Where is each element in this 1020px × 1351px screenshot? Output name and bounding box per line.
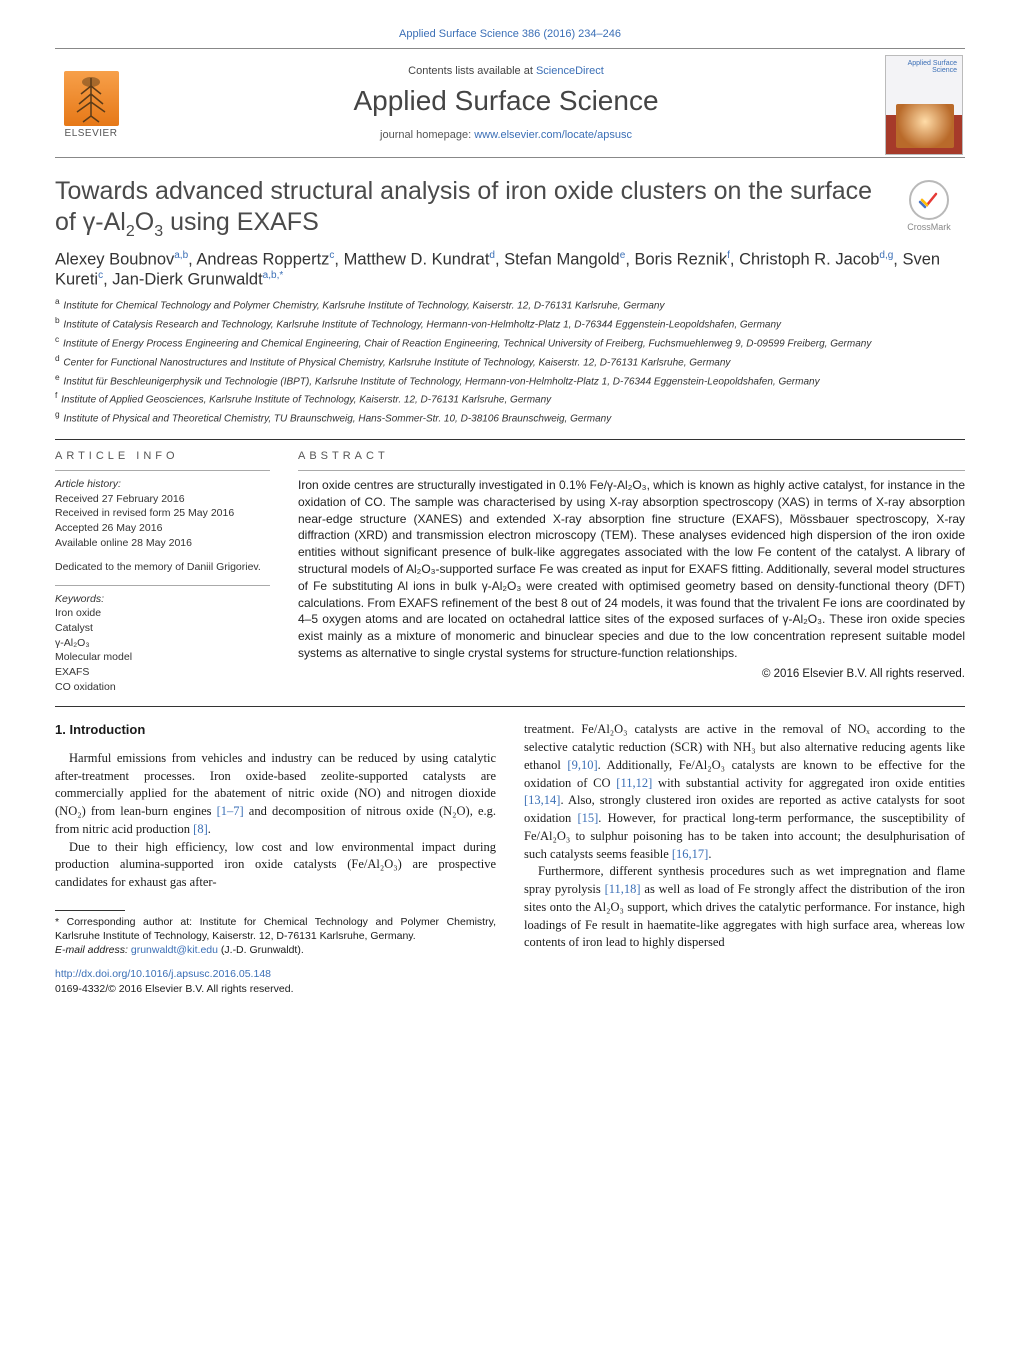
author: Alexey Boubnov — [55, 251, 174, 269]
corresponding-author-footnote: * Corresponding author at: Institute for… — [55, 915, 496, 958]
author-email-link[interactable]: grunwaldt@kit.edu — [131, 944, 218, 956]
footnote-rule — [55, 910, 125, 911]
author: Jan-Dierk Grunwaldt — [112, 270, 262, 288]
citation-link[interactable]: [1–7] — [217, 804, 244, 818]
affiliation: f Institute of Applied Geosciences, Karl… — [55, 389, 965, 408]
keyword: Catalyst — [55, 621, 270, 636]
author-affiliation-marker: e — [620, 250, 626, 261]
citation-link[interactable]: [15] — [577, 811, 598, 825]
intro-heading: 1. Introduction — [55, 721, 496, 739]
crossmark-label: CrossMark — [893, 222, 965, 232]
author: Boris Reznik — [634, 251, 727, 269]
article-info-heading: article info — [55, 450, 270, 462]
keyword: Iron oxide — [55, 606, 270, 621]
affiliation: e Institut für Beschleunigerphysik und T… — [55, 371, 965, 390]
author-affiliation-marker: c — [329, 250, 334, 261]
keywords-block: Keywords: Iron oxideCatalystγ-Al₂O₃Molec… — [55, 592, 270, 695]
citation-link[interactable]: [9,10] — [567, 758, 597, 772]
citation-link[interactable]: [13,14] — [524, 793, 560, 807]
left-column: 1. Introduction Harmful emissions from v… — [55, 721, 496, 997]
history-line: Accepted 26 May 2016 — [55, 522, 162, 534]
dedication: Dedicated to the memory of Daniil Grigor… — [55, 560, 270, 574]
body-paragraph: Furthermore, different synthesis procedu… — [524, 863, 965, 952]
crossmark-icon — [909, 180, 949, 220]
keyword: EXAFS — [55, 665, 270, 680]
abstract-copyright: © 2016 Elsevier B.V. All rights reserved… — [298, 668, 965, 680]
author-affiliation-marker: d,g — [879, 250, 893, 261]
body-paragraph: Harmful emissions from vehicles and indu… — [55, 750, 496, 839]
crossmark-badge[interactable]: CrossMark — [893, 180, 965, 232]
affiliation: b Institute of Catalysis Research and Te… — [55, 314, 965, 333]
cover-image-icon — [896, 104, 954, 148]
elsevier-logo-icon — [64, 71, 119, 126]
author-affiliation-marker: a,b — [174, 250, 188, 261]
citation-link[interactable]: [11,18] — [605, 882, 641, 896]
cover-thumbnail-block: Applied Surface Science — [885, 55, 965, 155]
affiliation: a Institute for Chemical Technology and … — [55, 295, 965, 314]
contents-prefix: Contents lists available at — [408, 65, 536, 77]
thin-rule — [55, 470, 270, 471]
affiliation: c Institute of Energy Process Engineerin… — [55, 333, 965, 352]
homepage-line: journal homepage: www.elsevier.com/locat… — [127, 129, 885, 141]
journal-cover-icon: Applied Surface Science — [885, 55, 963, 155]
thin-rule — [298, 470, 965, 471]
doi-block: http://dx.doi.org/10.1016/j.apsusc.2016.… — [55, 967, 496, 997]
author: Christoph R. Jacob — [739, 251, 879, 269]
keyword: Molecular model — [55, 650, 270, 665]
history-line: Available online 28 May 2016 — [55, 537, 192, 549]
keywords-label: Keywords: — [55, 593, 104, 605]
body-paragraph: Due to their high efficiency, low cost a… — [55, 839, 496, 892]
author-affiliation-marker: a,b,* — [263, 270, 284, 281]
body-columns: 1. Introduction Harmful emissions from v… — [55, 721, 965, 997]
history-line: Received 27 February 2016 — [55, 493, 185, 505]
publisher-logo-block: ELSEVIER — [55, 71, 127, 139]
author: Andreas Roppertz — [196, 251, 329, 269]
author-affiliation-marker: f — [727, 250, 730, 261]
history-label: Article history: — [55, 477, 270, 492]
journal-name: Applied Surface Science — [127, 85, 885, 117]
article-info-column: article info Article history: Received 2… — [55, 450, 270, 694]
sciencedirect-link[interactable]: ScienceDirect — [536, 65, 604, 77]
author-affiliation-marker: c — [98, 270, 103, 281]
abstract-heading: abstract — [298, 450, 965, 462]
author-list: Alexey Boubnova,b, Andreas Roppertzc, Ma… — [55, 250, 965, 289]
thin-rule — [55, 585, 270, 586]
author: Matthew D. Kundrat — [344, 251, 490, 269]
contents-line: Contents lists available at ScienceDirec… — [127, 65, 885, 77]
abstract-text: Iron oxide centres are structurally inve… — [298, 477, 965, 662]
body-paragraph: treatment. Fe/Al₂O₃ catalysts are active… — [524, 721, 965, 863]
homepage-prefix: journal homepage: — [380, 129, 474, 141]
author-affiliation-marker: d — [489, 250, 495, 261]
email-suffix: (J.-D. Grunwaldt). — [218, 944, 304, 956]
cover-journal-label: Applied Surface Science — [886, 60, 957, 74]
doi-link[interactable]: http://dx.doi.org/10.1016/j.apsusc.2016.… — [55, 968, 271, 980]
homepage-link[interactable]: www.elsevier.com/locate/apsusc — [474, 129, 632, 141]
running-header: Applied Surface Science 386 (2016) 234–2… — [55, 28, 965, 40]
affiliation: d Center for Functional Nanostructures a… — [55, 352, 965, 371]
masthead: ELSEVIER Contents lists available at Sci… — [55, 48, 965, 158]
affiliation: g Institute of Physical and Theoretical … — [55, 408, 965, 427]
history-line: Received in revised form 25 May 2016 — [55, 507, 234, 519]
article-title: Towards advanced structural analysis of … — [55, 176, 883, 242]
citation-link[interactable]: [11,12] — [616, 776, 652, 790]
corr-author-text: * Corresponding author at: Institute for… — [55, 915, 496, 943]
citation-link[interactable]: [16,17] — [672, 847, 708, 861]
citation-link[interactable]: [8] — [193, 822, 208, 836]
article-history: Article history: Received 27 February 20… — [55, 477, 270, 550]
keyword: CO oxidation — [55, 680, 270, 695]
issn-copyright: 0169-4332/© 2016 Elsevier B.V. All right… — [55, 983, 294, 995]
abstract-column: abstract Iron oxide centres are structur… — [298, 450, 965, 694]
right-column: treatment. Fe/Al₂O₃ catalysts are active… — [524, 721, 965, 997]
email-label: E-mail address: — [55, 944, 131, 956]
keyword: γ-Al₂O₃ — [55, 636, 270, 651]
publisher-name: ELSEVIER — [65, 128, 118, 139]
section-rule — [55, 706, 965, 707]
author: Stefan Mangold — [504, 251, 620, 269]
section-rule — [55, 439, 965, 440]
affiliation-list: a Institute for Chemical Technology and … — [55, 295, 965, 427]
